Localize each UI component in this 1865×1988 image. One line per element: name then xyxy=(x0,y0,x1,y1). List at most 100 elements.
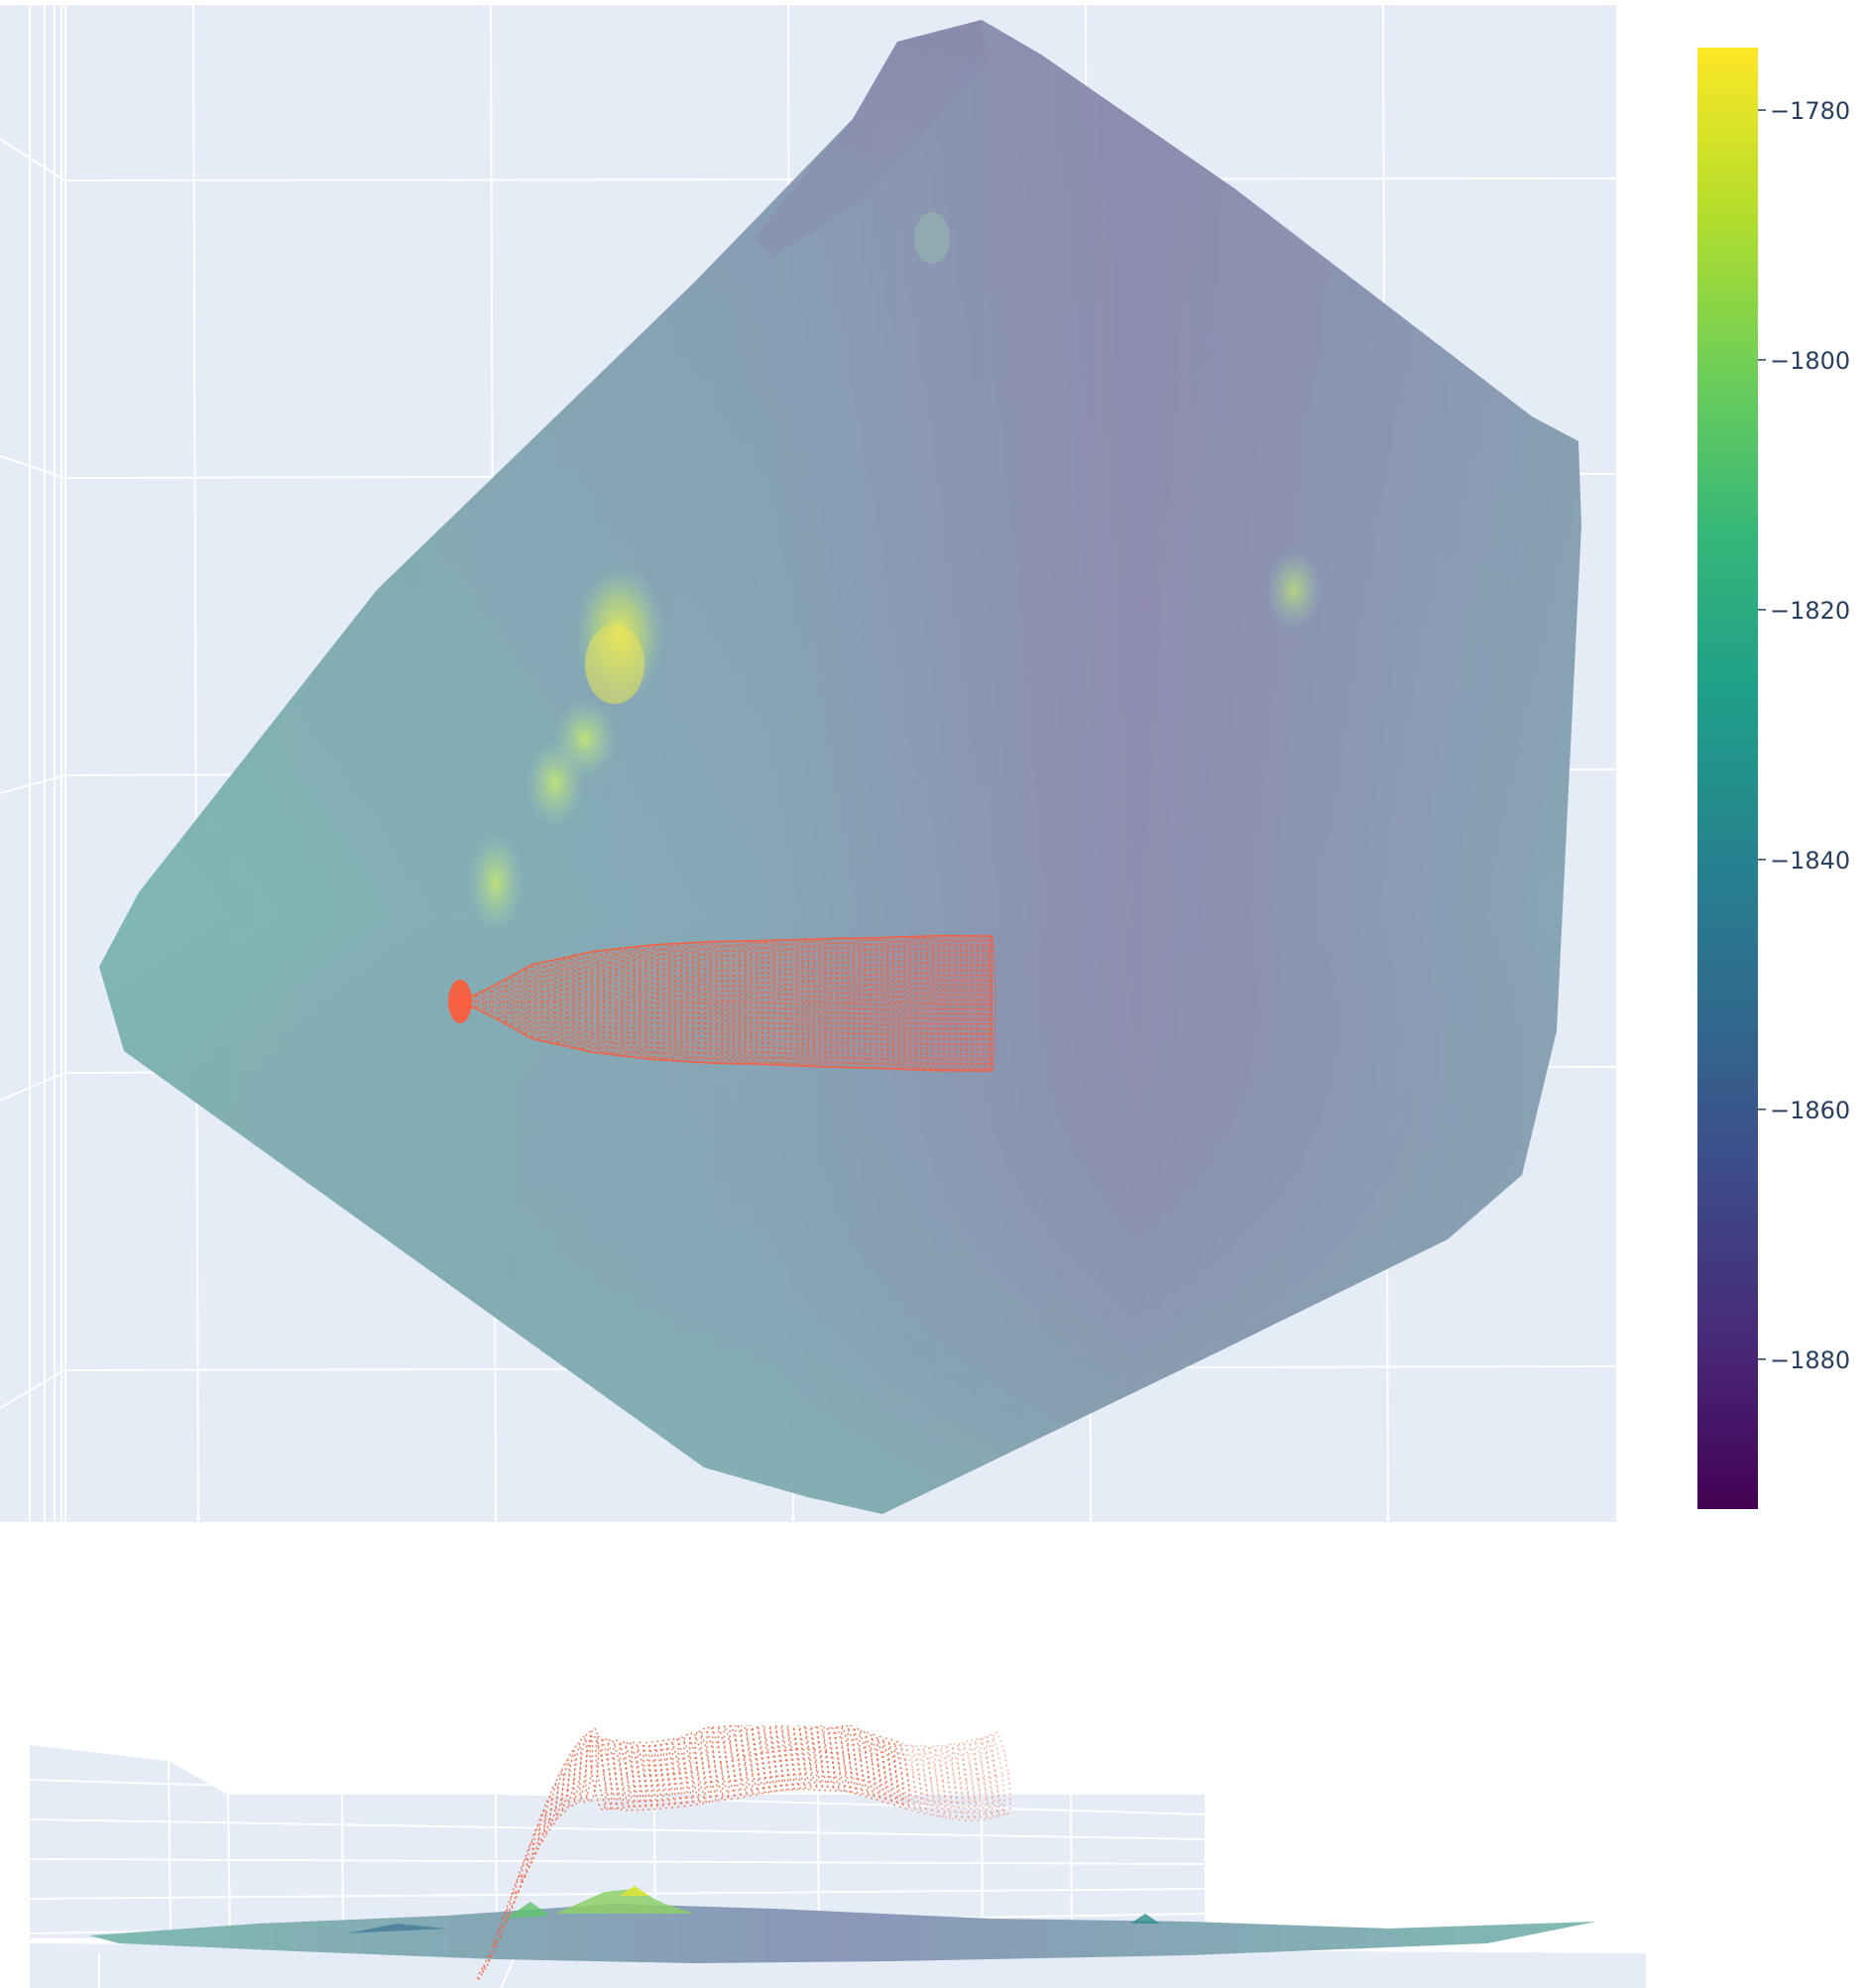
tube-cross-section-side xyxy=(928,1744,946,1819)
tube-cross-section-side xyxy=(871,1733,887,1803)
tube-cross-section-side xyxy=(531,1810,547,1857)
tube-mesh-side-view xyxy=(476,1725,1011,1981)
tube-cross-section-side xyxy=(805,1725,824,1792)
tube-cross-section xyxy=(591,950,599,1054)
tube-cross-section xyxy=(874,936,884,1070)
tube-cross-section-side xyxy=(504,1890,517,1922)
colorbar-ticks: −1780 −1800 −1820 −1840 −1860 −1880 xyxy=(1758,97,1850,1374)
tube-cross-section xyxy=(964,935,975,1072)
tube-cross-section xyxy=(970,935,980,1072)
tube-cross-section xyxy=(919,935,930,1072)
tube-cross-section xyxy=(902,935,913,1071)
tube-cross-section xyxy=(835,937,845,1069)
tube-cross-section xyxy=(760,939,770,1066)
tube-cross-section-side xyxy=(537,1795,553,1846)
tube-mesh-top-view xyxy=(448,934,996,1072)
tube-cross-section xyxy=(869,936,878,1070)
tube-cross-section-side xyxy=(787,1725,806,1792)
tube-cross-section xyxy=(523,967,529,1037)
tube-cross-section xyxy=(615,947,624,1057)
tube-cross-section-side xyxy=(717,1725,736,1801)
terrain-surface-side xyxy=(89,1886,1596,1963)
tube-cross-section xyxy=(783,939,793,1067)
tube-cross-section-side xyxy=(974,1737,993,1820)
tube-cross-section-side xyxy=(631,1741,647,1812)
tube-cross-section-side xyxy=(589,1734,607,1812)
colorbar-tick-label: −1840 xyxy=(1770,847,1850,875)
tube-cross-section-side xyxy=(758,1725,777,1794)
tube-cross-section-side xyxy=(911,1744,928,1815)
colorbar-tick-label: −1800 xyxy=(1770,347,1850,375)
tube-cross-section xyxy=(953,935,964,1072)
tube-cross-section xyxy=(766,939,776,1066)
tube-cross-section-side xyxy=(625,1741,641,1812)
tube-cross-section xyxy=(975,935,986,1072)
tube-cross-section-side xyxy=(706,1725,724,1803)
tube-cross-section xyxy=(794,938,805,1067)
tube-cross-section xyxy=(885,936,895,1070)
tube-cross-section-side xyxy=(859,1729,875,1800)
tube-cross-section-side xyxy=(525,1824,541,1868)
tube-cross-section xyxy=(597,949,606,1055)
tube-cross-section-side xyxy=(549,1770,565,1826)
tube-cross-section xyxy=(541,961,549,1043)
tube-cross-section xyxy=(528,963,536,1040)
tube-cross-section-side xyxy=(585,1727,600,1804)
tube-cross-section-side xyxy=(746,1725,765,1796)
tube-cross-section-side xyxy=(817,1725,835,1792)
tube-cross-section xyxy=(744,940,754,1065)
tube-cross-section-side xyxy=(763,1725,783,1794)
tube-cross-section xyxy=(566,955,574,1049)
tube-cross-section-side xyxy=(917,1744,934,1816)
tube-cross-section xyxy=(913,935,924,1071)
tube-cross-section xyxy=(572,954,581,1050)
tube-cross-section xyxy=(548,959,555,1044)
tube-cross-section xyxy=(738,940,748,1065)
colorbar-gradient xyxy=(1697,48,1758,1509)
tube-tip xyxy=(448,980,472,1023)
tube-cross-section xyxy=(823,937,833,1068)
tube-cross-section xyxy=(685,941,695,1063)
tube-cross-section xyxy=(656,943,665,1061)
side-back-pane xyxy=(30,1745,1205,1938)
tube-cross-section xyxy=(936,934,947,1072)
top-view-scene[interactable] xyxy=(0,0,1626,1527)
tube-cross-section-side xyxy=(887,1739,904,1809)
tube-cross-section-side xyxy=(905,1743,922,1813)
tube-cross-section-side xyxy=(654,1740,670,1810)
tube-cross-section xyxy=(755,939,764,1066)
tube-cross-section xyxy=(627,946,636,1058)
colorbar-tick-label: −1880 xyxy=(1770,1346,1850,1374)
tube-cross-section-side xyxy=(677,1735,694,1807)
tube-cross-section xyxy=(489,986,495,1018)
tube-cross-section-side xyxy=(769,1725,789,1793)
tube-cross-section-side xyxy=(957,1741,976,1821)
tube-cross-section xyxy=(650,943,659,1061)
tube-cross-section xyxy=(609,948,618,1056)
tube-cross-section-side xyxy=(492,1923,505,1948)
tube-cross-section xyxy=(947,934,958,1072)
tube-cross-section xyxy=(840,937,851,1069)
tube-cross-section xyxy=(777,939,787,1067)
tube-cross-section xyxy=(846,937,856,1069)
tube-cross-section-side xyxy=(637,1741,653,1811)
tube-cross-section xyxy=(726,940,736,1065)
tube-cross-section xyxy=(709,940,719,1065)
tube-cross-section xyxy=(863,936,874,1069)
tube-cross-section xyxy=(896,936,907,1071)
tube-cross-section-side xyxy=(729,1725,748,1799)
tube-cross-section xyxy=(732,940,742,1065)
side-view-scene[interactable] xyxy=(0,1725,1865,1988)
tube-cross-section-side xyxy=(619,1740,636,1812)
tube-cross-section-side xyxy=(613,1739,630,1812)
tube-cross-section xyxy=(930,934,941,1072)
tube-cross-section-side xyxy=(986,1733,1005,1817)
tube-cross-section-side xyxy=(752,1725,771,1795)
tube-cross-section-side xyxy=(799,1725,818,1792)
tube-cross-section-side xyxy=(781,1725,801,1792)
tube-cross-section-side xyxy=(740,1725,759,1797)
tube-cross-section xyxy=(925,935,935,1072)
colorbar: −1780 −1800 −1820 −1840 −1860 −1880 xyxy=(1697,48,1850,1509)
tube-cross-section xyxy=(829,937,839,1069)
tube-cross-section xyxy=(981,935,991,1072)
